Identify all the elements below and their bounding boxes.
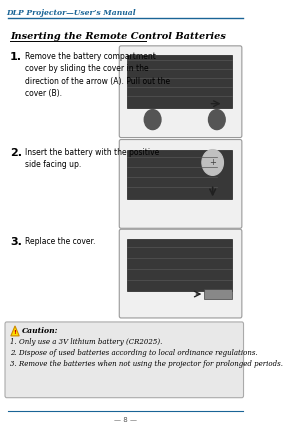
FancyBboxPatch shape <box>119 46 242 137</box>
Text: DLP Projector—User’s Manual: DLP Projector—User’s Manual <box>7 9 136 17</box>
Circle shape <box>202 150 224 176</box>
Text: Replace the cover.: Replace the cover. <box>25 237 95 246</box>
Text: Caution:: Caution: <box>22 327 58 335</box>
FancyBboxPatch shape <box>119 139 242 228</box>
Text: Inserting the Remote Control Batteries: Inserting the Remote Control Batteries <box>10 32 226 41</box>
Text: A: A <box>148 114 157 125</box>
FancyBboxPatch shape <box>5 322 244 398</box>
Text: 2. Dispose of used batteries according to local ordinance regulations.: 2. Dispose of used batteries according t… <box>10 349 258 357</box>
Text: 1.: 1. <box>10 52 22 62</box>
Text: 2.: 2. <box>10 148 22 158</box>
Text: !: ! <box>14 330 16 335</box>
Circle shape <box>144 110 161 130</box>
Polygon shape <box>204 289 232 299</box>
Polygon shape <box>127 150 232 199</box>
Text: B: B <box>213 114 221 125</box>
Polygon shape <box>127 239 232 291</box>
Circle shape <box>208 110 225 130</box>
Text: +: + <box>209 158 216 167</box>
Text: 1. Only use a 3V lithium battery (CR2025).: 1. Only use a 3V lithium battery (CR2025… <box>10 338 162 346</box>
Text: Remove the battery compartment
cover by sliding the cover in the
direction of th: Remove the battery compartment cover by … <box>25 52 170 98</box>
Polygon shape <box>127 55 232 108</box>
Polygon shape <box>11 326 19 336</box>
FancyBboxPatch shape <box>119 229 242 318</box>
Text: 3.: 3. <box>10 237 22 247</box>
Text: — 8 —: — 8 — <box>114 417 136 423</box>
Text: 3. Remove the batteries when not using the projector for prolonged periods.: 3. Remove the batteries when not using t… <box>10 360 283 368</box>
Text: Insert the battery with the positive
side facing up.: Insert the battery with the positive sid… <box>25 148 159 169</box>
